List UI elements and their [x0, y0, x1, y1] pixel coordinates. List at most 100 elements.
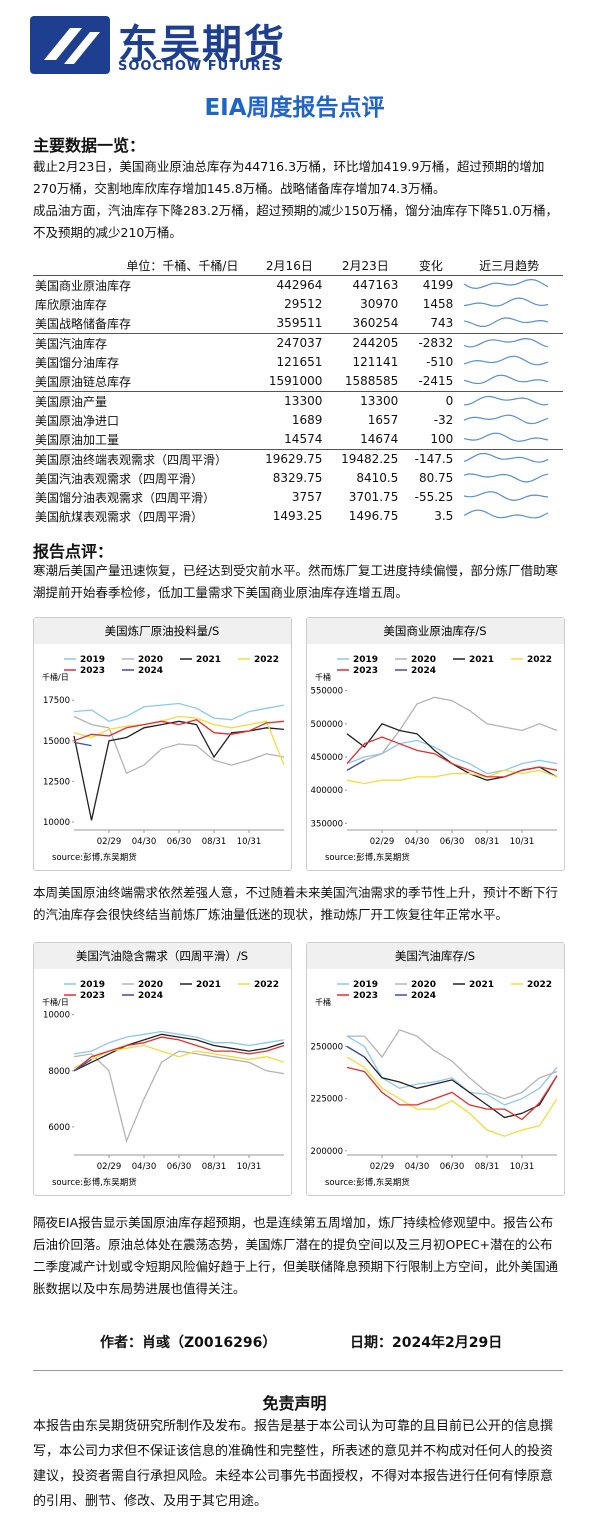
- series-line: [73, 741, 92, 747]
- series-line: [73, 1058, 92, 1072]
- legend-label: 2020: [411, 980, 436, 990]
- chart-title: 美国商业原油库存/S: [383, 624, 486, 638]
- table-cell: 美国原油终端表观需求（四周平滑）: [35, 452, 228, 467]
- sparkline-path: [464, 452, 549, 463]
- sparkline: [464, 414, 549, 424]
- chart-header: [34, 618, 291, 644]
- table-row: 美国汽油库存 247037 244205 -2832: [33, 333, 563, 353]
- section-heading: 报告点评：: [33, 542, 114, 561]
- disclaimer: 本报告由东吴期货研究所制作及发布。报告是基于本公司认为可靠的且目前已公开的信息撰…: [33, 1419, 554, 1509]
- table-row: 美国原油净进口 1689 1657 -32: [33, 411, 563, 430]
- y-tick-label: 450000: [311, 753, 343, 763]
- source: source:彭博,东吴期货: [325, 1177, 410, 1188]
- table-cell: 743: [406, 313, 462, 334]
- table-row: 美国馏分油库存 121651 121141 -510: [33, 353, 563, 372]
- sparkline: [464, 395, 549, 406]
- y-tick-label: 15000: [43, 737, 70, 747]
- table-cell: -147.5: [414, 452, 454, 466]
- x-tick-label: 10/31: [237, 837, 262, 847]
- table-cell: 14574: [254, 429, 331, 450]
- table-cell: -2832: [418, 336, 454, 350]
- logo-en: SOOCHOW FUTURES: [118, 59, 282, 74]
- table-cell: 美国原油产量: [35, 394, 108, 409]
- table-row: 美国战略储备库存 359511 360254 743: [33, 313, 563, 334]
- table-cell: 0: [445, 394, 454, 408]
- series-line: [73, 715, 285, 775]
- legend-label: 2019: [80, 980, 105, 990]
- series-line: [346, 1056, 558, 1137]
- y-tick-label: 400000: [311, 786, 343, 796]
- paragraph: 隔夜EIA报告显示美国原油库存超预期，也是连续第五周增加，炼厂持续检修观望中。报…: [33, 1215, 559, 1296]
- table-cell: 30970: [360, 297, 399, 311]
- table-cell: 80.75: [418, 471, 454, 485]
- table-cell: 3.5: [434, 509, 454, 523]
- table-cell: 美国战略储备库存: [33, 313, 255, 334]
- x-tick-label: 08/31: [202, 837, 227, 847]
- header-row: 单位：千桶、千桶/日 2月16日 2月23日 变化 近三月趋势: [33, 256, 563, 276]
- summary: 截止2月23日，美国商业原油总库存为44716.3万桶，环比增加419.9万桶，…: [33, 156, 563, 244]
- chart-header: [307, 618, 564, 644]
- table-cell: 121141: [352, 355, 399, 369]
- unit-label: 千桶: [315, 997, 331, 1007]
- sparkline-path: [464, 508, 549, 519]
- legend-label: 2020: [138, 980, 163, 990]
- chart-box: 美国汽油隐含需求（四周平滑）/S 2019 2020 2021 2022 2023 2024…: [33, 942, 292, 1196]
- table-cell: 19482.25: [341, 452, 399, 466]
- table-cell: 美国原油加工量: [33, 429, 255, 450]
- table-cell: 360254: [330, 313, 407, 334]
- legend-label: 2023: [353, 991, 378, 1001]
- chart-box: 美国汽油库存/S 2019 2020 2021 2022 2023 2024 千桶 200000…: [306, 942, 565, 1196]
- series-line: [73, 1030, 285, 1055]
- trend-cell: [461, 353, 563, 372]
- table-cell: 19629.75: [265, 452, 323, 466]
- y-tick-label: 550000: [311, 687, 343, 697]
- header-cell: 近三月趋势: [461, 256, 563, 276]
- sparkline: [464, 278, 549, 289]
- series-line: [73, 1036, 285, 1072]
- sparkline-path: [464, 316, 549, 327]
- table-cell: 1493.25: [272, 509, 323, 523]
- table-cell: -55.25: [414, 490, 454, 504]
- y-tick-label: 500000: [311, 720, 343, 730]
- paragraph: 成品油方面，汽油库存下降283.2万桶，超过预期的减少150万桶，馏分油库存下降…: [33, 203, 558, 240]
- table-row: 美国商业原油库存 442964 447163 4199: [33, 275, 563, 295]
- sparkline-path: [464, 395, 549, 406]
- series-line: [73, 715, 285, 766]
- legend-label: 2022: [254, 980, 279, 990]
- x-tick-label: 10/31: [237, 1162, 262, 1172]
- logo-cn: 东吴期货: [118, 22, 286, 68]
- table-cell: 442964: [276, 278, 323, 292]
- series-line: [346, 769, 558, 785]
- sparkline-path: [464, 374, 549, 384]
- sparkline: [464, 452, 549, 463]
- y-tick-label: 200000: [311, 1147, 343, 1157]
- table-cell: 1657: [367, 413, 399, 427]
- legend-label: 2019: [353, 980, 378, 990]
- y-tick-label: 12500: [43, 777, 70, 787]
- legend-label: 2022: [527, 980, 552, 990]
- trend-cell: [461, 429, 563, 450]
- legend-label: 2024: [411, 991, 436, 1001]
- table-cell: 1588585: [330, 371, 407, 392]
- series-line: [73, 1050, 285, 1144]
- legend-label: 2023: [353, 666, 378, 676]
- sparkline-path: [464, 472, 549, 483]
- table-row: 美国航煤表观需求（四周平滑） 1493.25 1496.75 3.5: [33, 507, 563, 526]
- series-line: [73, 718, 285, 742]
- y-tick-label: 17500: [43, 696, 70, 706]
- sparkline: [464, 316, 549, 327]
- chart-box: 美国炼厂原油投料量/S 2019 2020 2021 2022 2023 2024 千桶/日 1…: [33, 617, 292, 871]
- table-cell: -32: [433, 413, 454, 427]
- table-cell: 100: [406, 429, 462, 450]
- header-cell: 2月23日: [330, 256, 407, 276]
- unit-label: 千桶/日: [42, 672, 69, 682]
- table-cell: 美国馏分油库存: [35, 355, 120, 370]
- table-cell: 库欣原油库存: [35, 297, 108, 312]
- data-table: 单位：千桶、千桶/日 2月16日 2月23日 变化 近三月趋势 美国商业原油库存 44296…: [33, 256, 563, 526]
- source: source:彭博,东吴期货: [325, 852, 410, 863]
- table-row: 库欣原油库存 29512 30970 1458: [33, 295, 563, 314]
- sparkline-path: [464, 355, 549, 365]
- sparkline-path: [464, 414, 549, 424]
- x-tick-label: 08/31: [475, 1162, 500, 1172]
- sparkline: [464, 432, 549, 442]
